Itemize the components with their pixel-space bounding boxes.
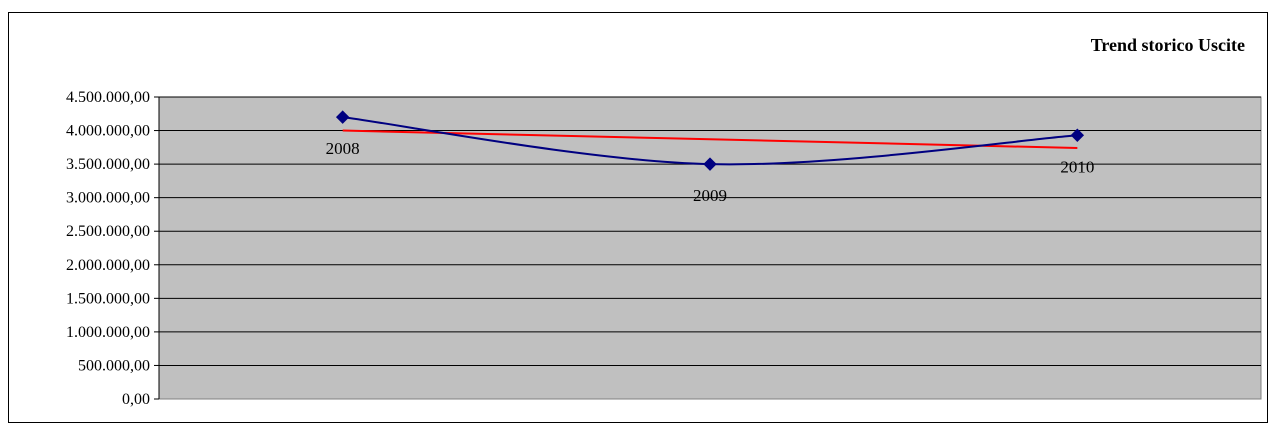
plot-area: 0,00 500.000,00 1.000.000,00 1.500.000,00 2.…	[66, 89, 1262, 408]
data-point	[1070, 128, 1085, 142]
plot-background	[158, 96, 1262, 400]
y-tick-label: 3.000.000,00	[66, 190, 150, 207]
y-tick-label: 500.000,00	[78, 357, 150, 374]
trendline	[342, 129, 1078, 150]
y-tick-label: 2.000.000,00	[66, 257, 150, 274]
y-tick-label: 0,00	[122, 391, 150, 408]
chart-title: Trend storico Uscite	[1091, 35, 1245, 55]
y-tick-label: 2.500.000,00	[66, 223, 150, 240]
category-label: 2010	[1060, 157, 1094, 176]
y-tick-label: 4.000.000,00	[66, 123, 150, 140]
data-point	[335, 110, 350, 124]
category-label: 2009	[693, 186, 727, 205]
category-label: 2008	[326, 139, 360, 158]
y-tick-label: 3.500.000,00	[66, 156, 150, 173]
chart-frame: Trend storico Uscite 0,00 500.000,00 1.000…	[8, 12, 1268, 423]
y-tick-label: 4.500.000,00	[66, 89, 150, 106]
y-tick-label: 1.500.000,00	[66, 290, 150, 307]
y-tick-label: 1.000.000,00	[66, 324, 150, 341]
line-chart: Trend storico Uscite 0,00 500.000,00 1.000…	[66, 35, 1262, 408]
data-point	[703, 157, 717, 171]
